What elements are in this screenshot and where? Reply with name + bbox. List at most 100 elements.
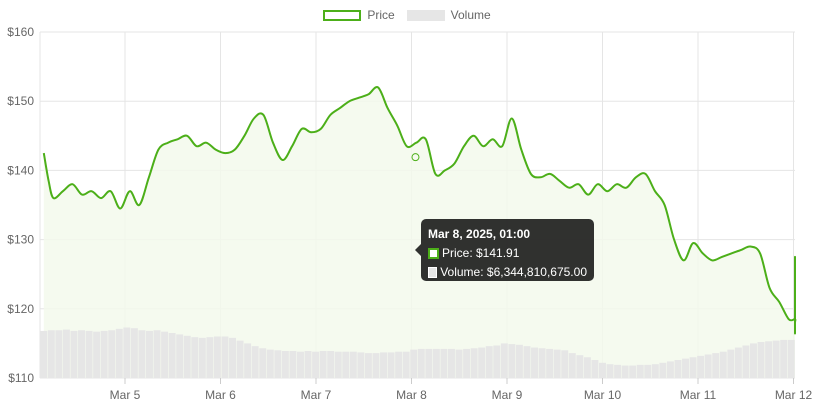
volume-bar — [576, 355, 584, 378]
legend-swatch-volume — [406, 9, 445, 21]
volume-bar — [244, 343, 252, 378]
volume-bar — [523, 346, 531, 378]
volume-bar — [508, 344, 516, 378]
y-tick-label: $150 — [7, 94, 34, 108]
volume-bar — [734, 347, 742, 378]
volume-bar — [168, 333, 176, 378]
volume-bar — [395, 351, 403, 378]
volume-bar — [553, 349, 561, 378]
volume-bar — [659, 362, 667, 378]
volume-bar — [674, 360, 682, 378]
volume-bar — [62, 329, 70, 378]
volume-bar — [493, 345, 501, 378]
tooltip-swatch-price — [428, 248, 439, 259]
volume-bar — [153, 330, 161, 378]
hover-point-marker — [411, 153, 420, 162]
volume-bar — [297, 351, 304, 378]
volume-bar — [266, 349, 274, 378]
y-tick-label: $120 — [7, 302, 34, 316]
volume-bar — [357, 352, 365, 378]
volume-bar — [780, 339, 788, 378]
volume-bar — [750, 343, 757, 378]
x-tick-label: Mar 5 — [110, 388, 141, 402]
volume-bar — [463, 348, 471, 378]
volume-bar — [100, 330, 108, 378]
volume-bar — [561, 350, 569, 378]
volume-bar — [583, 357, 591, 378]
volume-bar — [697, 355, 705, 378]
volume-bar — [327, 351, 335, 378]
volume-bar — [651, 364, 659, 378]
x-tick-label: Mar 12 — [775, 388, 813, 402]
volume-bar — [614, 364, 622, 378]
volume-bar — [289, 351, 297, 378]
volume-bar — [221, 336, 229, 378]
volume-bar — [742, 345, 750, 378]
volume-bar — [689, 357, 697, 378]
y-tick-label: $160 — [7, 25, 34, 39]
tooltip-row-price: Price: $141.91 — [428, 244, 587, 263]
volume-bar — [55, 330, 63, 378]
y-tick-label: $140 — [7, 163, 34, 177]
volume-bar — [478, 347, 486, 378]
volume-bar — [704, 354, 712, 378]
volume-bar — [161, 331, 169, 378]
volume-bar — [93, 331, 101, 378]
tooltip-volume-text: Volume: $6,344,810,675.00 — [440, 265, 587, 279]
volume-bar — [334, 351, 342, 378]
volume-bar — [425, 348, 433, 378]
volume-bar — [47, 330, 55, 378]
volume-bar — [40, 330, 48, 378]
volume-bar — [213, 336, 221, 378]
tooltip-title: Mar 8, 2025, 01:00 — [428, 227, 531, 241]
x-tick-label: Mar 11 — [680, 388, 717, 402]
volume-bar — [304, 351, 312, 378]
volume-bar — [538, 348, 546, 378]
volume-bar — [387, 352, 395, 378]
volume-bar — [108, 330, 116, 378]
volume-bar — [666, 361, 674, 378]
volume-bar — [183, 335, 191, 378]
volume-bar — [206, 337, 214, 378]
volume-bar — [515, 344, 523, 378]
volume-bar — [719, 351, 727, 378]
volume-bar — [448, 348, 455, 378]
volume-bar — [712, 353, 720, 378]
x-tick-label: Mar 8 — [396, 388, 427, 402]
volume-bar — [621, 365, 629, 378]
volume-bar — [455, 349, 463, 378]
volume-bar — [417, 348, 425, 378]
volume-bar — [229, 337, 236, 378]
tooltip-price-text: Price: $141.91 — [442, 246, 520, 260]
price-line — [42, 85, 797, 335]
volume-bar — [636, 364, 644, 378]
y-tick-label: $110 — [8, 371, 34, 385]
volume-bar — [500, 343, 508, 378]
volume-bar — [123, 327, 131, 378]
volume-bar — [410, 349, 418, 378]
volume-bar — [236, 340, 244, 378]
volume-bar — [364, 353, 372, 378]
volume-bar — [259, 348, 267, 378]
volume-bar — [312, 351, 320, 378]
volume-bar — [342, 351, 350, 378]
price-area-fill — [43, 86, 796, 378]
volume-bar — [380, 352, 387, 378]
volume-bar — [644, 364, 652, 378]
volume-bar — [115, 328, 123, 378]
volume-bar — [606, 364, 614, 378]
legend-item-volume[interactable]: Volume — [406, 8, 491, 22]
x-tick-label: Mar 7 — [301, 388, 332, 402]
volume-bar — [727, 349, 735, 378]
tooltip-row-volume: Volume: $6,344,810,675.00 — [428, 263, 587, 282]
volume-bar — [191, 337, 199, 378]
volume-bar — [319, 351, 327, 378]
volume-bar — [599, 362, 606, 378]
volume-bar — [146, 330, 153, 378]
volume-bar — [629, 365, 637, 378]
legend-item-price[interactable]: Price — [323, 8, 395, 22]
volume-bar — [757, 342, 765, 378]
legend-swatch-price — [323, 9, 362, 21]
